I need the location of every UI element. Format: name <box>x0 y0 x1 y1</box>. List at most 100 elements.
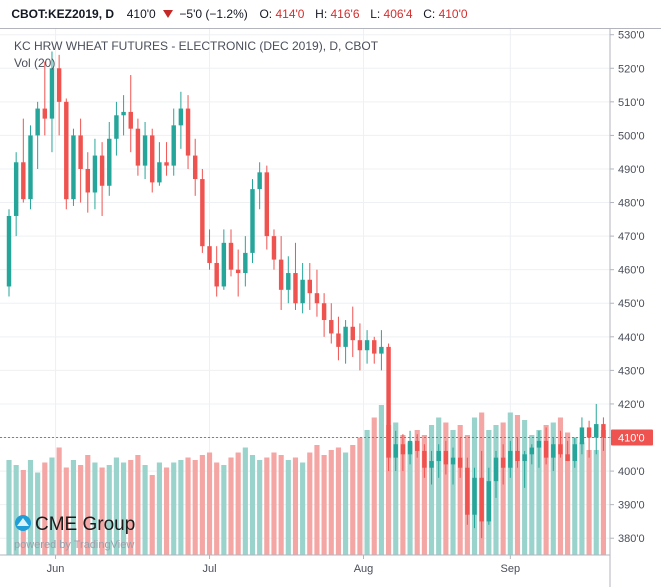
powered-by-tradingview-watermark: powered by TradingView <box>14 539 134 551</box>
candle <box>185 95 191 169</box>
volume-bar <box>264 457 270 555</box>
candle-body <box>321 303 327 321</box>
candle-body <box>372 340 377 354</box>
candle <box>264 165 270 250</box>
candle-body <box>293 273 298 304</box>
candle <box>350 306 355 357</box>
volume-bar <box>27 460 34 555</box>
candle <box>164 142 169 176</box>
candle-body <box>235 269 241 274</box>
candle <box>13 152 19 237</box>
candle-body <box>586 427 592 438</box>
volume-bar <box>6 460 12 555</box>
volume-bar <box>350 445 356 555</box>
candle <box>42 61 48 136</box>
volume-bar <box>285 460 291 555</box>
time-axis[interactable]: JunJulAugSepOct <box>47 555 661 575</box>
candle <box>300 262 305 314</box>
candle-body <box>64 101 69 200</box>
candle <box>479 450 484 539</box>
candle <box>128 74 133 153</box>
price-chart[interactable]: 380'0 390'0 400'0 410'0 420'0 430'0 440'0 450'0… <box>0 28 661 587</box>
volume-bar <box>457 425 463 555</box>
candle <box>99 142 105 216</box>
volume-bar <box>536 430 542 555</box>
candle-body <box>500 457 506 468</box>
volume-bar <box>514 415 521 555</box>
volume-bar <box>314 445 320 555</box>
candle-body <box>128 111 133 129</box>
candle <box>121 95 126 136</box>
candle <box>49 51 55 153</box>
candle <box>379 330 384 371</box>
volume-bar <box>156 462 162 555</box>
candle <box>372 336 377 364</box>
candle <box>529 444 535 465</box>
price-tick-label: 440'0 <box>618 332 645 344</box>
candle-body <box>558 444 563 455</box>
volume-bar <box>192 460 198 555</box>
volume-bar <box>550 422 556 555</box>
candle-body <box>429 461 434 468</box>
volume-bar <box>49 457 55 555</box>
volume-bar <box>407 442 413 555</box>
candle-body <box>250 189 255 253</box>
chart-frame[interactable]: 380'0 390'0 400'0 410'0 420'0 430'0 440'0 450'0… <box>0 28 661 587</box>
candle-body <box>85 168 90 193</box>
volume-bar <box>56 447 62 555</box>
candle <box>579 417 585 455</box>
candle <box>150 128 155 193</box>
candle <box>135 118 141 176</box>
candle-body <box>386 346 391 458</box>
candle <box>200 168 205 253</box>
volume-bar <box>507 412 513 555</box>
price-axis[interactable]: 380'0 390'0 400'0 410'0 420'0 430'0 440'0 450'0… <box>610 30 645 546</box>
candle <box>364 330 370 364</box>
volume-bar <box>428 425 435 555</box>
volume-bar <box>199 455 205 555</box>
candle-body <box>300 279 305 304</box>
volume-bar <box>357 437 363 555</box>
candle-body <box>221 242 227 287</box>
candle-body <box>486 481 492 522</box>
volume-bar <box>450 430 456 555</box>
volume-bar <box>63 467 69 555</box>
candle <box>536 430 542 468</box>
candle-body <box>185 108 191 156</box>
candle <box>142 121 148 180</box>
price-tick-label: 430'0 <box>618 365 645 377</box>
volume-bar <box>221 465 227 555</box>
price-tick-label: 520'0 <box>618 63 645 75</box>
price-tick-label: 420'0 <box>618 399 645 411</box>
candle-body <box>543 440 549 458</box>
candle <box>314 269 320 317</box>
candle-body <box>522 454 527 462</box>
candle-body <box>56 68 62 102</box>
volume-bar <box>20 470 26 555</box>
candle-body <box>314 293 320 304</box>
candle-body <box>457 457 463 468</box>
volume-bar <box>600 430 606 555</box>
low-value: 406'4 <box>383 7 413 21</box>
volume-bar <box>278 455 284 555</box>
candle <box>586 420 592 458</box>
candle-body <box>400 444 406 455</box>
price-tick-label: 530'0 <box>618 30 645 42</box>
candle <box>6 209 12 297</box>
candle <box>321 293 327 337</box>
candle-body <box>164 162 169 166</box>
high-value: 416'6 <box>330 7 360 21</box>
candle <box>214 246 219 297</box>
candle <box>228 229 234 277</box>
volume-bars <box>6 405 606 555</box>
candle <box>171 108 176 176</box>
volume-bar <box>335 447 342 555</box>
symbol-label[interactable]: CBOT:KEZ2019, D <box>11 7 115 21</box>
last-price-value: 410'0 <box>126 7 156 21</box>
candle-body <box>422 450 427 468</box>
candle <box>336 316 341 361</box>
candle <box>64 98 69 210</box>
volume-bar <box>443 422 449 555</box>
candle <box>407 430 413 465</box>
candle <box>178 91 184 149</box>
